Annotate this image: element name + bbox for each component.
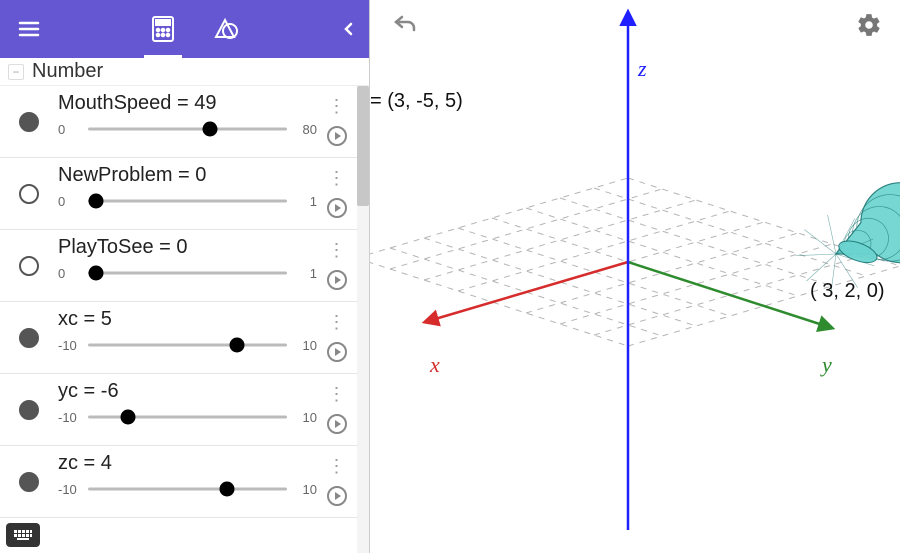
- slider-track[interactable]: [88, 479, 287, 499]
- slider-track[interactable]: [88, 263, 287, 283]
- x-axis-label: x: [430, 352, 440, 378]
- collapse-panel-button[interactable]: [329, 0, 369, 58]
- point-label-1: = (3, -5, 5): [370, 90, 463, 113]
- play-button[interactable]: [327, 486, 347, 506]
- visibility-toggle[interactable]: [19, 400, 39, 420]
- visibility-toggle[interactable]: [19, 184, 39, 204]
- slider-max: 10: [293, 482, 317, 497]
- more-options-button[interactable]: ⋮: [328, 457, 347, 475]
- more-options-button[interactable]: ⋮: [328, 169, 347, 187]
- slider-min: 0: [58, 266, 82, 281]
- geometry-tab[interactable]: [210, 9, 240, 49]
- collapse-section-icon[interactable]: −: [8, 64, 24, 80]
- keyboard-button[interactable]: [6, 523, 40, 547]
- slider-list: MouthSpeed = 49080⋮NewProblem = 001⋮Play…: [0, 86, 369, 553]
- slider-title: NewProblem = 0: [58, 164, 317, 187]
- slider-min: -10: [58, 338, 82, 353]
- graphics-view[interactable]: = (3, -5, 5) ( 3, 2, 0) x y z: [370, 0, 900, 553]
- more-options-button[interactable]: ⋮: [328, 313, 347, 331]
- slider-item: MouthSpeed = 49 0 80 ⋮: [0, 86, 357, 158]
- play-button[interactable]: [327, 342, 347, 362]
- section-title: Number: [32, 60, 103, 83]
- 3d-canvas[interactable]: [370, 0, 900, 553]
- slider-track[interactable]: [88, 191, 287, 211]
- slider-max: 10: [293, 410, 317, 425]
- slider-min: 0: [58, 122, 82, 137]
- calculator-tab[interactable]: [148, 9, 178, 49]
- slider-title: yc = -6: [58, 380, 317, 403]
- slider-title: zc = 4: [58, 452, 317, 475]
- y-axis-label: y: [822, 352, 832, 378]
- slider-max: 10: [293, 338, 317, 353]
- slider-max: 80: [293, 122, 317, 137]
- menu-button[interactable]: [0, 0, 58, 58]
- slider-item: NewProblem = 0 0 1 ⋮: [0, 158, 357, 230]
- slider-title: xc = 5: [58, 308, 317, 331]
- left-toolbar: [0, 0, 369, 58]
- more-options-button[interactable]: ⋮: [328, 97, 347, 115]
- z-axis-label: z: [638, 56, 647, 82]
- slider-track[interactable]: [88, 407, 287, 427]
- slider-title: MouthSpeed = 49: [58, 92, 317, 115]
- play-button[interactable]: [327, 414, 347, 434]
- slider-min: 0: [58, 194, 82, 209]
- visibility-toggle[interactable]: [19, 472, 39, 492]
- visibility-toggle[interactable]: [19, 328, 39, 348]
- slider-item: yc = -6 -10 10 ⋮: [0, 374, 357, 446]
- more-options-button[interactable]: ⋮: [328, 241, 347, 259]
- visibility-toggle[interactable]: [19, 112, 39, 132]
- slider-min: -10: [58, 482, 82, 497]
- slider-max: 1: [293, 194, 317, 209]
- play-button[interactable]: [327, 126, 347, 146]
- slider-item: xc = 5 -10 10 ⋮: [0, 302, 357, 374]
- algebra-panel: − Number MouthSpeed = 49080⋮NewProblem =…: [0, 0, 370, 553]
- play-button[interactable]: [327, 198, 347, 218]
- section-header[interactable]: − Number: [0, 58, 369, 86]
- play-button[interactable]: [327, 270, 347, 290]
- slider-min: -10: [58, 410, 82, 425]
- slider-max: 1: [293, 266, 317, 281]
- slider-track[interactable]: [88, 335, 287, 355]
- slider-item: zc = 4 -10 10 ⋮: [0, 446, 357, 518]
- slider-item: PlayToSee = 0 0 1 ⋮: [0, 230, 357, 302]
- visibility-toggle[interactable]: [19, 256, 39, 276]
- scrollbar[interactable]: [357, 86, 369, 553]
- slider-title: PlayToSee = 0: [58, 236, 317, 259]
- slider-track[interactable]: [88, 119, 287, 139]
- scrollbar-thumb[interactable]: [357, 86, 369, 206]
- point-label-2: ( 3, 2, 0): [810, 280, 884, 303]
- more-options-button[interactable]: ⋮: [328, 385, 347, 403]
